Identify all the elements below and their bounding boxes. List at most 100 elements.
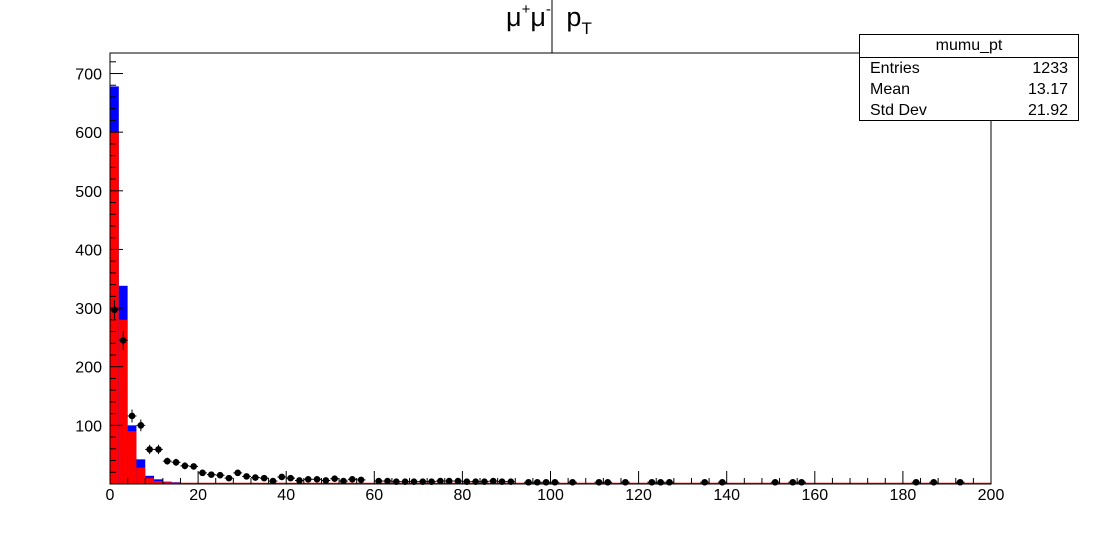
data-marker	[701, 478, 708, 486]
data-point	[929, 478, 939, 486]
data-point	[435, 477, 445, 485]
data-point	[400, 478, 410, 485]
data-point	[154, 444, 163, 455]
data-marker	[243, 473, 250, 480]
data-marker	[657, 478, 664, 486]
data-point	[550, 478, 560, 486]
data-marker	[798, 478, 805, 486]
data-marker	[551, 478, 559, 486]
x-tick-label: 60	[365, 487, 383, 504]
stats-label: Std Dev	[870, 102, 927, 119]
data-point	[215, 471, 225, 479]
data-marker	[340, 477, 347, 485]
data-point	[277, 473, 287, 481]
data-marker	[489, 477, 497, 485]
x-tick-label: 0	[106, 487, 115, 504]
stats-label: Mean	[870, 81, 911, 98]
data-marker	[472, 478, 479, 485]
data-marker	[428, 478, 435, 485]
stack-bottom-bar	[145, 478, 155, 484]
stats-row-entries: Entries 1233	[860, 58, 1078, 79]
y-tick-label: 100	[75, 418, 102, 435]
data-marker	[313, 476, 321, 483]
data-point	[127, 409, 137, 423]
data-marker	[155, 446, 162, 453]
data-point	[162, 457, 172, 465]
data-marker	[331, 475, 338, 483]
title-plus-sup: +	[521, 1, 531, 18]
title-p: p	[566, 2, 582, 32]
data-point	[136, 419, 146, 432]
data-point	[603, 478, 613, 486]
data-marker	[604, 478, 612, 486]
data-marker	[137, 422, 145, 429]
data-marker	[199, 469, 206, 477]
y-tick-label: 400	[75, 242, 102, 259]
data-point	[295, 477, 304, 484]
x-tick-label: 120	[625, 487, 652, 504]
data-marker	[172, 459, 180, 466]
data-point	[453, 477, 463, 485]
data-marker	[648, 478, 656, 486]
data-point	[206, 471, 216, 478]
stack-bottom-bar	[118, 319, 128, 484]
stats-row-stddev: Std Dev 21.92	[860, 100, 1078, 121]
data-point	[532, 478, 542, 486]
data-marker	[463, 478, 471, 485]
data-point	[541, 478, 551, 486]
data-marker	[542, 478, 550, 486]
stats-row-mean: Mean 13.17	[860, 79, 1078, 100]
data-point	[444, 477, 454, 485]
data-marker	[269, 477, 277, 485]
data-marker	[393, 478, 400, 485]
data-marker	[419, 478, 427, 485]
data-point	[312, 476, 322, 483]
data-point	[497, 478, 507, 485]
x-tick-label: 100	[537, 487, 564, 504]
x-tick-label: 20	[189, 487, 207, 504]
title-minus-sup: -	[545, 1, 551, 18]
data-point	[171, 458, 181, 466]
data-point	[409, 478, 419, 485]
data-point	[330, 475, 340, 483]
stats-label: Entries	[870, 60, 920, 77]
data-point	[462, 478, 472, 485]
data-marker	[454, 477, 462, 485]
data-point	[665, 478, 674, 486]
data-point	[717, 478, 727, 486]
data-point	[594, 478, 604, 486]
data-point	[198, 469, 207, 477]
title-t-sub: T	[581, 19, 592, 38]
data-point	[955, 478, 965, 486]
x-tick-label: 160	[801, 487, 828, 504]
data-marker	[384, 477, 391, 485]
data-marker	[234, 469, 242, 477]
data-marker	[401, 478, 409, 485]
data-point	[268, 477, 278, 485]
data-marker	[622, 478, 629, 486]
data-point	[788, 478, 798, 486]
data-marker	[348, 476, 356, 483]
data-point	[118, 330, 128, 350]
data-marker	[912, 478, 920, 486]
data-point	[233, 469, 243, 477]
data-marker	[507, 478, 515, 485]
data-point	[568, 478, 577, 486]
data-point	[347, 476, 357, 483]
data-marker	[190, 463, 197, 470]
data-point	[189, 463, 199, 470]
data-point	[488, 477, 498, 485]
data-point	[180, 462, 190, 470]
y-tick-label: 600	[75, 125, 102, 142]
data-point	[321, 477, 331, 484]
data-point	[620, 478, 630, 486]
data-marker	[481, 478, 488, 485]
data-marker	[322, 477, 330, 484]
data-marker	[525, 478, 532, 486]
stats-box-title: mumu_pt	[860, 35, 1078, 58]
data-points	[110, 299, 965, 486]
data-point	[797, 478, 806, 486]
data-point	[303, 476, 313, 483]
data-marker	[119, 337, 127, 344]
